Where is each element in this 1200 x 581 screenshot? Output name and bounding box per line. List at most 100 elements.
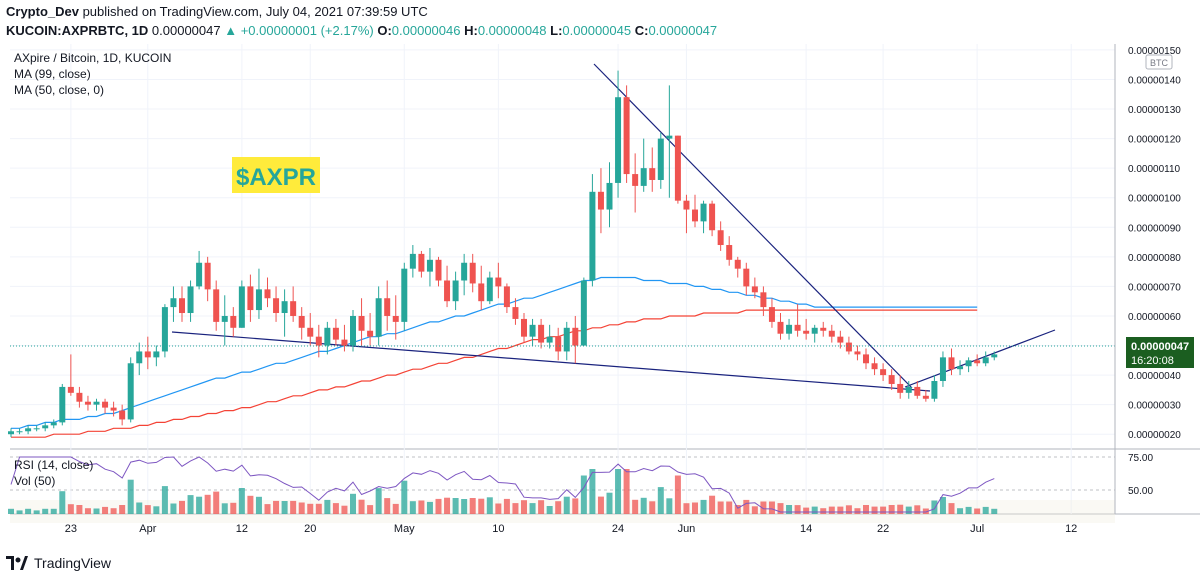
volume-bar [871,506,878,514]
candle-body [238,286,245,328]
publish-line: Crypto_Dev published on TradingView.com,… [6,4,428,19]
candle-body [255,289,262,311]
candle-body [529,324,536,337]
currency-badge [1145,54,1173,70]
lower-trendline [171,331,931,392]
volume-bar [25,508,32,514]
candle-body [957,366,964,370]
volume-bar [880,506,887,514]
volume-bar [888,505,895,514]
volume-bar [803,507,810,514]
candle-body [546,336,553,343]
candle-body [640,168,647,186]
tradingview-icon [6,556,28,570]
volume-bar [444,497,451,514]
open-value: 0.00000046 [391,23,461,38]
volume-bar [709,495,716,514]
candle-body [674,135,681,201]
candle-body [811,327,818,334]
candle-body [734,259,741,269]
candle-body [572,327,579,346]
candle-body [307,327,314,337]
candle-body [606,182,613,210]
candle-body [538,324,545,343]
volume-bars [8,469,998,514]
candle-body [213,289,220,322]
candle-body [820,327,827,331]
volume-bar [606,492,613,514]
candle-body [170,298,177,308]
author-link[interactable]: Crypto_Dev [6,4,79,19]
ticker-label-bg [232,157,320,193]
candle-body [555,336,562,352]
open-label: O: [377,23,392,38]
volume-bar [119,505,126,514]
candle-body [845,342,852,352]
candle-body [649,168,656,180]
candle-body [409,253,416,269]
volume-bar [939,497,946,514]
volume-bar [538,500,545,514]
price-tick: 0.00000020 [1128,430,1181,441]
price-badge [1126,337,1194,368]
published-text: published on TradingView.com, July 04, 2… [78,4,428,19]
volume-bar [213,491,220,514]
ohlc-line: KUCOIN:AXPRBTC, 1D 0.00000047 ▲ +0.00000… [6,23,717,38]
volume-bar [777,503,784,514]
candle-body [717,230,724,246]
candle-body [315,336,322,346]
price-chart[interactable]: 0.00000150 0.00000140 0.00000130 0.00000120… [0,44,1200,549]
candle-body [632,174,639,186]
candle-body [512,307,519,319]
volume-bar [640,497,647,514]
candle-body [580,280,587,346]
candle-body [991,354,998,358]
volume-bar [529,503,536,514]
time-tick: Jul [970,523,984,535]
candle-body [401,268,408,322]
volume-bar [384,498,391,514]
candle-body [444,280,451,302]
volume-bar [991,508,998,514]
candle-body [657,138,664,180]
close-value: 0.00000047 [648,23,718,38]
rsi-tick: 50.00 [1128,486,1153,497]
candle-body [435,259,442,281]
volume-bar [67,504,74,514]
candle-body [84,401,91,405]
volume-bar [572,498,579,514]
volume-bar [144,505,151,514]
candle-body [290,301,297,316]
time-tick: 22 [877,523,889,535]
candle-body [905,386,912,393]
price-tick: 0.00000060 [1128,312,1181,323]
volume-bar [84,508,91,514]
volume-bar [683,503,690,514]
chart-grid [10,44,1200,515]
candle-body [777,321,784,334]
tradingview-brand: TradingView [34,555,112,571]
currency-label: BTC [1150,58,1169,68]
candle-body [332,327,339,340]
descending-trendline [593,63,913,389]
tradingview-logo[interactable]: TradingView [6,555,111,571]
candle-body [563,327,570,352]
volume-bar [401,480,408,514]
volume-bar [905,506,912,514]
candle-body [948,357,955,370]
high-value: 0.00000048 [477,23,547,38]
candle-body [828,330,835,337]
volume-bar [931,500,938,514]
volume-bar [307,503,314,514]
volume-bar [110,508,117,514]
price-tick: 0.00000080 [1128,253,1181,264]
time-tick: Apr [139,523,156,535]
volume-bar [375,488,382,514]
candle-body [196,262,203,287]
candle-body [914,386,921,396]
candle-body [597,191,604,210]
candle-body [341,339,348,346]
volume-bar [59,491,66,514]
candle-body [589,191,596,281]
last-price: 0.00000047 [151,23,221,38]
